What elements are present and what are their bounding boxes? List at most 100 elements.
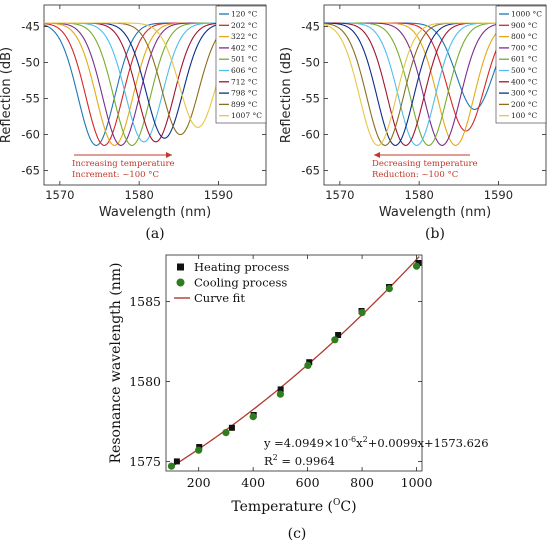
cooling-point-8: [385, 285, 393, 293]
panel-a-y-axis-label: Reflection (dB): [0, 47, 14, 143]
cooling-point-4: [276, 390, 284, 398]
panel-a-ytick-label-1: -50: [21, 56, 40, 70]
cooling-point-1: [195, 446, 203, 454]
panel-c-legend-label-2: Curve fit: [194, 291, 245, 305]
cooling-point-6: [331, 336, 339, 344]
panel-a-arrow-head: [166, 152, 172, 158]
c-xlabel-main: Temperature (: [231, 499, 333, 515]
panel-b-ytick-label-4: -65: [301, 164, 320, 178]
panel-c-ytick-label-1: 1580: [129, 374, 161, 389]
eq-part-4: +0.0099x+1573.626: [368, 436, 489, 450]
panel-a-xtick-label-2: 1590: [204, 188, 233, 202]
panel-c-legend-label-1: Cooling process: [194, 276, 287, 290]
cooling-point-5: [304, 361, 312, 369]
panel-b-ticks: 1570 1580 1590 -45 -50 -55 -60 -65: [301, 5, 546, 202]
panel-c-chart: 200 400 600 800 1000 1575 1580 1585 Heating pro…: [108, 254, 489, 542]
c-xlabel-degree: O: [333, 498, 340, 508]
heating-point-4: [277, 386, 284, 393]
panel-a-label: (a): [145, 226, 164, 242]
panel-a-legend-label-2: 322 °C: [231, 32, 257, 41]
panel-a-legend-label-5: 606 °C: [231, 66, 257, 75]
panel-c-points: [167, 260, 422, 470]
panel-a-ytick-label-4: -65: [21, 164, 40, 178]
panel-b-legend: 1000 °C 900 °C 800 °C 700 °C 601 °C 500 °C 400…: [495, 5, 547, 124]
panel-c-ticks: 200 400 600 800 1000 1575 1580 1585: [129, 255, 433, 490]
panel-a-legend-label-1: 202 °C: [231, 21, 257, 30]
panel-a-xtick-label-1: 1580: [125, 188, 154, 202]
cooling-point-3: [249, 413, 257, 421]
panel-a-legend-label-3: 402 °C: [231, 43, 257, 52]
r2-part-1: 2: [273, 453, 278, 462]
panel-a-annotation-line1: Increasing temperature: [72, 159, 175, 169]
cooling-point-2: [222, 429, 230, 437]
panel-a-ticks: 1570 1580 1590 -45 -50 -55 -60 -65: [21, 5, 266, 202]
panel-c-fit-curve: [169, 256, 420, 469]
panel-c-fit-equation: y =4.0949×10-6x2+0.0099x+1573.626: [263, 435, 489, 450]
panel-c-ytick-label-2: 1585: [129, 294, 161, 309]
panel-b-arrow-head: [374, 152, 380, 158]
panel-a-legend-label-8: 899 °C: [231, 100, 257, 109]
panel-b-xtick-label-0: 1570: [325, 188, 354, 202]
panel-b-legend-label-1: 900 °C: [511, 21, 537, 30]
panel-c-y-axis-label: Resonance wavelength (nm): [108, 263, 124, 464]
panel-b-chart: 1570 1580 1590 -45 -50 -55 -60 -65 1000 °C 900 °…: [279, 4, 547, 242]
cooling-point-7: [358, 309, 366, 317]
heating-point-0: [173, 458, 180, 465]
cooling-point-9: [412, 262, 421, 270]
panel-c-legend-label-0: Heating process: [194, 260, 289, 274]
panel-b-ytick-label-2: -55: [301, 92, 320, 106]
heating-point-6: [335, 332, 342, 338]
panel-a-legend: 120 °C 202 °C 322 °C 402 °C 501 °C 606 °C 712 …: [215, 5, 267, 124]
panel-a-legend-label-7: 798 °C: [231, 89, 257, 98]
panel-b-legend-label-0: 1000 °C: [511, 10, 542, 19]
panel-b-legend-label-7: 300 °C: [511, 89, 537, 98]
panel-c-xtick-label-2: 600: [296, 475, 320, 490]
panel-b-ytick-label-1: -50: [301, 56, 320, 70]
panel-a-chart: 1570 1580 1590 -45 -50 -55 -60 -65 120 °C 202 °C…: [0, 4, 267, 242]
panel-a-annotation-line2: Increment: ~100 °C: [72, 170, 159, 180]
panel-b-xtick-label-1: 1580: [405, 188, 434, 202]
panel-a-ytick-label-2: -55: [21, 92, 40, 106]
panel-b-x-axis-label: Wavelength (nm): [379, 205, 491, 220]
panel-c-legend-swatch-0: [177, 263, 184, 271]
panel-a-ytick-label-0: -45: [21, 20, 40, 34]
heating-point-2: [228, 424, 235, 431]
panel-c-r-squared: R2 = 0.9964: [264, 453, 335, 468]
panel-a-xtick-label-0: 1570: [45, 188, 74, 202]
panel-c-fit-line: [169, 256, 420, 469]
eq-part-1: -6: [348, 435, 356, 444]
r2-part-0: R: [264, 454, 273, 468]
panel-c-xtick-label-0: 200: [187, 475, 211, 490]
panel-b-legend-label-2: 800 °C: [511, 32, 537, 41]
panel-c-x-axis-label: Temperature (OC): [231, 498, 356, 515]
panel-b-legend-label-3: 700 °C: [511, 43, 537, 52]
panel-c-xtick-label-4: 1000: [401, 475, 433, 490]
panel-b-legend-label-4: 601 °C: [511, 55, 537, 64]
eq-part-0: y =4.0949×10: [263, 436, 348, 450]
panel-b-xtick-label-2: 1590: [484, 188, 513, 202]
panel-c-legend-swatch-1: [176, 278, 185, 287]
heating-point-9: [415, 260, 422, 266]
eq-part-3: 2: [363, 435, 368, 444]
eq-part-2: x: [356, 436, 363, 450]
panel-b-annotation-line2: Reduction: ~100 °C: [372, 170, 458, 180]
panel-a-ytick-label-3: -60: [21, 128, 40, 142]
panel-c-ytick-label-0: 1575: [129, 454, 161, 469]
panel-a-legend-label-4: 501 °C: [231, 55, 257, 64]
panel-c-xtick-label-1: 400: [241, 475, 265, 490]
r2-part-2: = 0.9964: [278, 454, 335, 468]
panel-a-legend-label-9: 1007 °C: [231, 111, 262, 120]
panel-b-label: (b): [425, 226, 445, 242]
cooling-point-0: [167, 462, 176, 470]
panel-b-legend-label-5: 500 °C: [511, 66, 537, 75]
panel-c-xtick-label-3: 800: [350, 475, 374, 490]
panel-a-x-axis-label: Wavelength (nm): [99, 205, 211, 220]
panel-b-ytick-label-3: -60: [301, 128, 320, 142]
panel-c-axes-frame: [165, 254, 423, 472]
panel-b-annotation-line1: Decreasing temperature: [372, 159, 478, 169]
panel-c-label: (c): [288, 526, 307, 542]
